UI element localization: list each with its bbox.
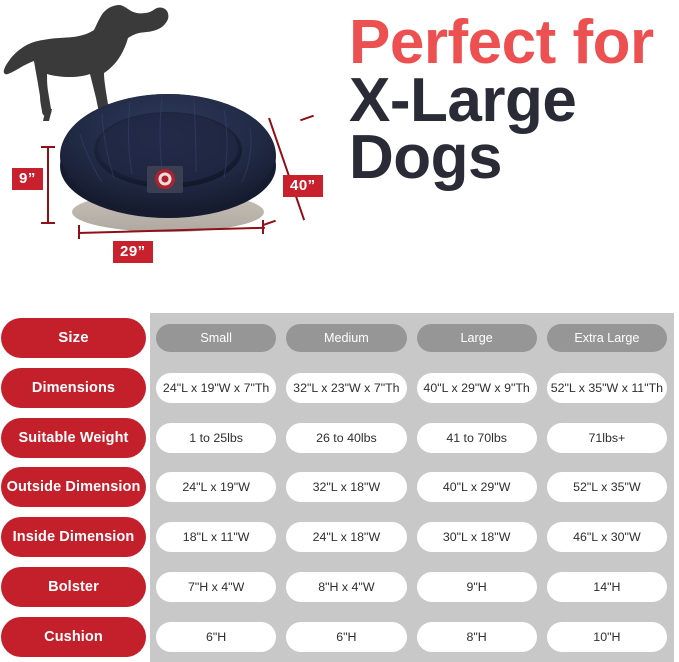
table-cell: 7"H x 4"W — [156, 572, 277, 603]
table-cell: 6"H — [156, 622, 277, 653]
table-cell: 9"H — [416, 572, 537, 603]
dog-bed-illustration — [60, 94, 276, 232]
row-cells: 7"H x 4"W 8"H x 4"W 9"H 14"H — [146, 562, 679, 612]
table-row: Cushion 6"H 6"H 8"H 10"H — [0, 612, 679, 662]
height-callout-badge: 9” — [12, 168, 43, 190]
row-cells: 24"L x 19"W 32"L x 18"W 40"L x 29"W 52"L x … — [146, 463, 679, 513]
row-cells: 6"H 6"H 8"H 10"H — [146, 612, 679, 662]
table-cell: 14"H — [546, 572, 667, 603]
column-header-medium: Medium — [286, 323, 407, 352]
headline-line-2: X-Large — [349, 65, 577, 135]
table-cell: 40"L x 29"W — [416, 472, 537, 503]
row-cells: 24"L x 19"W x 7"Th 32"L x 23"W x 7"Th 40"L… — [146, 363, 679, 413]
table-cell: 24"L x 19"W x 7"Th — [156, 372, 277, 403]
table-row: Size Small Medium Large Extra Large — [0, 313, 679, 363]
depth-measure-cap-top — [300, 114, 314, 122]
width-measure-cap-right — [262, 220, 264, 234]
column-header-large: Large — [416, 323, 537, 352]
table-row: Bolster 7"H x 4"W 8"H x 4"W 9"H 14"H — [0, 562, 679, 612]
table-cell: 32"L x 18"W — [286, 472, 407, 503]
table-cell: 8"H x 4"W — [286, 572, 407, 603]
table-cell: 41 to 70lbs — [416, 422, 537, 453]
row-label-cushion: Cushion — [1, 617, 146, 658]
table-cell: 18"L x 11"W — [156, 522, 277, 553]
table-row: Suitable Weight 1 to 25lbs 26 to 40lbs 41 t… — [0, 413, 679, 463]
hero-section: 9” 29” 40” Perfect for X-Large Dogs — [0, 0, 679, 310]
table-cell: 6"H — [286, 622, 407, 653]
depth-callout-badge: 40” — [283, 175, 323, 197]
height-measure-cap-top — [41, 146, 55, 148]
table-row: Dimensions 24"L x 19"W x 7"Th 32"L x 23"W … — [0, 363, 679, 413]
row-cells: 1 to 25lbs 26 to 40lbs 41 to 70lbs 71lbs+ — [146, 413, 679, 463]
headline-line-1: Perfect for — [349, 8, 654, 77]
table-cell: 1 to 25lbs — [156, 422, 277, 453]
table-cell: 52"L x 35"W x 11"Th — [546, 372, 667, 403]
row-cells: Small Medium Large Extra Large — [146, 313, 679, 363]
width-measure-cap-left — [78, 225, 80, 239]
table-row: Outside Dimension 24"L x 19"W 32"L x 18"W 4… — [0, 463, 679, 513]
table-rows-container: Size Small Medium Large Extra Large Dimension… — [0, 313, 679, 662]
height-measure-line — [47, 146, 49, 224]
column-header-extra-large: Extra Large — [546, 323, 667, 352]
row-label-inside-dimension: Inside Dimension — [1, 517, 146, 558]
headline: Perfect for X-Large Dogs — [349, 8, 675, 193]
table-cell: 71lbs+ — [546, 422, 667, 453]
table-cell: 40"L x 29"W x 9"Th — [416, 372, 537, 403]
brand-tag — [147, 166, 183, 193]
headline-line-3: Dogs — [349, 123, 503, 193]
width-callout-badge: 29” — [113, 241, 153, 263]
row-label-bolster: Bolster — [1, 567, 146, 608]
table-cell: 24"L x 18"W — [286, 522, 407, 553]
table-row: Inside Dimension 18"L x 11"W 24"L x 18"W 30… — [0, 512, 679, 562]
height-measure-cap-bottom — [41, 222, 55, 224]
table-cell: 30"L x 18"W — [416, 522, 537, 553]
row-label-outside-dimension: Outside Dimension — [1, 467, 146, 508]
table-cell: 52"L x 35"W — [546, 472, 667, 503]
table-cell: 46"L x 30"W — [546, 522, 667, 553]
specification-table: Size Small Medium Large Extra Large Dimension… — [0, 313, 679, 662]
row-label-suitable-weight: Suitable Weight — [1, 417, 146, 458]
table-cell: 32"L x 23"W x 7"Th — [286, 372, 407, 403]
row-label-dimensions: Dimensions — [1, 367, 146, 408]
row-label-size: Size — [1, 317, 146, 358]
column-header-small: Small — [156, 323, 277, 352]
row-cells: 18"L x 11"W 24"L x 18"W 30"L x 18"W 46"L x … — [146, 512, 679, 562]
table-cell: 24"L x 19"W — [156, 472, 277, 503]
table-cell: 10"H — [546, 622, 667, 653]
table-cell: 8"H — [416, 622, 537, 653]
table-cell: 26 to 40lbs — [286, 422, 407, 453]
